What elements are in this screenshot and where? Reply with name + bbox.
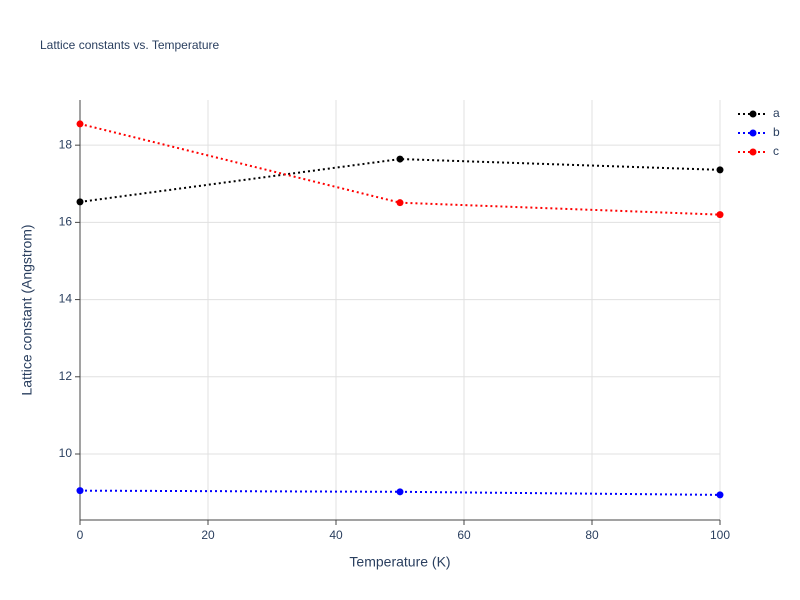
legend-label: b bbox=[773, 125, 780, 139]
y-tick-label: 18 bbox=[59, 137, 73, 151]
x-tick-label: 20 bbox=[201, 528, 215, 542]
x-tick-label: 100 bbox=[710, 528, 730, 542]
marker bbox=[396, 199, 404, 207]
legend-label: c bbox=[773, 144, 779, 158]
marker bbox=[76, 487, 84, 495]
marker bbox=[396, 488, 404, 496]
legend-label: a bbox=[773, 106, 780, 120]
x-axis-label: Temperature (K) bbox=[349, 554, 450, 570]
x-tick-label: 40 bbox=[329, 528, 343, 542]
x-tick-label: 80 bbox=[585, 528, 599, 542]
legend-marker bbox=[749, 110, 757, 118]
marker bbox=[76, 120, 84, 128]
y-tick-label: 10 bbox=[59, 446, 73, 460]
legend-marker bbox=[749, 129, 757, 137]
marker bbox=[76, 198, 84, 206]
y-tick-label: 14 bbox=[59, 292, 73, 306]
y-tick-label: 12 bbox=[59, 369, 73, 383]
marker bbox=[716, 491, 724, 499]
line bbox=[79, 158, 721, 203]
y-tick-label: 16 bbox=[59, 215, 73, 229]
marker bbox=[716, 211, 724, 219]
legend-marker bbox=[749, 148, 757, 156]
y-axis-label: Lattice constant (Angstrom) bbox=[19, 224, 35, 395]
chart-title: Lattice constants vs. Temperature bbox=[40, 38, 220, 52]
x-tick-label: 60 bbox=[457, 528, 471, 542]
marker bbox=[396, 155, 404, 163]
x-tick-label: 0 bbox=[77, 528, 84, 542]
marker bbox=[716, 166, 724, 174]
